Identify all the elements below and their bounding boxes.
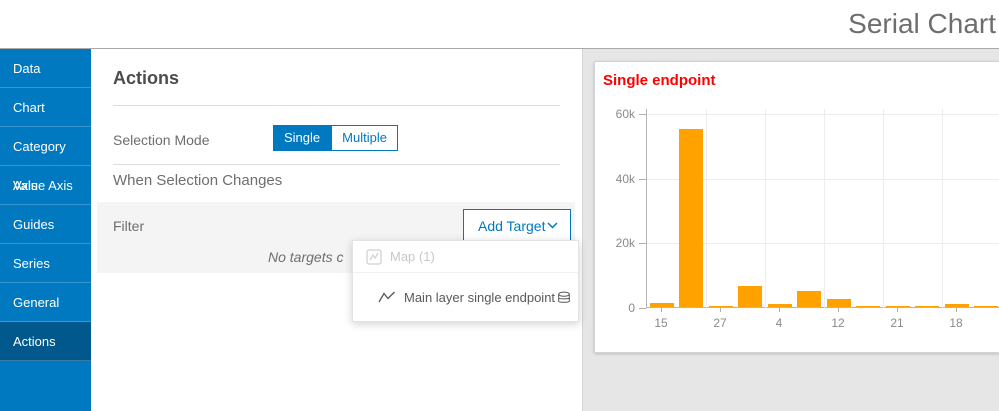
bar[interactable]: [827, 298, 851, 307]
gridline: [706, 109, 707, 308]
panel-title: Actions: [113, 68, 180, 88]
selection-mode-label: Selection Mode: [113, 132, 210, 148]
sidebar-item-value-axis[interactable]: Value Axis: [0, 166, 91, 205]
page-title: Serial Chart: [848, 8, 996, 39]
dropdown-item-label: Main layer single endpoint: [404, 290, 556, 305]
x-axis-label: 15: [654, 316, 668, 330]
add-target-dropdown-menu: Map (1) Main layer single endpoint: [352, 240, 579, 322]
layer-source-icon: [557, 291, 571, 305]
x-axis-tick: [897, 308, 898, 312]
gridline: [765, 109, 766, 308]
bar[interactable]: [679, 129, 703, 307]
gridline: [883, 109, 884, 308]
chart-title: Single endpoint: [603, 72, 716, 89]
y-axis-tick: [639, 179, 646, 180]
chevron-down-icon: [547, 222, 558, 229]
sidebar: Data Chart Category Axis Value Axis Guid…: [0, 49, 91, 411]
sidebar-item-category-axis[interactable]: Category Axis: [0, 127, 91, 193]
divider: [113, 164, 560, 165]
gridline: [647, 179, 999, 180]
y-axis-tick: [639, 308, 646, 309]
x-axis-tick: [779, 308, 780, 312]
bar[interactable]: [797, 290, 821, 307]
line-chart-icon: [378, 291, 396, 304]
bar[interactable]: [974, 305, 998, 307]
x-axis-tick: [956, 308, 957, 312]
no-targets-text: No targets c: [268, 249, 344, 265]
bar[interactable]: [738, 285, 762, 307]
add-target-label: Add Target: [478, 217, 546, 234]
divider: [113, 105, 560, 106]
sidebar-item-actions[interactable]: Actions: [0, 322, 91, 361]
when-selection-changes-title: When Selection Changes: [113, 172, 283, 189]
dropdown-item-label: Map (1): [390, 249, 435, 264]
sidebar-item-series[interactable]: Series: [0, 244, 91, 283]
y-axis-tick: [639, 114, 646, 115]
bar[interactable]: [768, 304, 792, 307]
gridline: [824, 109, 825, 308]
chart-plot: [646, 109, 999, 308]
gridline: [942, 109, 943, 308]
x-axis-label: 4: [775, 316, 783, 330]
gridline: [647, 114, 999, 115]
x-axis-label: 21: [890, 316, 904, 330]
sidebar-item-guides[interactable]: Guides: [0, 205, 91, 244]
map-icon: [366, 248, 382, 265]
dropdown-item-main-layer[interactable]: Main layer single endpoint: [353, 273, 578, 322]
selection-mode-toggle: Single Multiple: [273, 125, 398, 151]
y-axis-label: 0: [628, 301, 635, 315]
dropdown-item-map[interactable]: Map (1): [353, 241, 578, 273]
actions-panel: Actions Selection Mode Single Multiple W…: [91, 49, 583, 411]
bar[interactable]: [915, 305, 939, 307]
bar[interactable]: [709, 305, 733, 307]
chart-card: Single endpoint 60k 40k 20k 0 15 27 4 12 21 18: [594, 61, 999, 353]
x-axis-tick: [661, 308, 662, 312]
x-axis-label: 12: [831, 316, 845, 330]
x-axis-label: 27: [713, 316, 727, 330]
x-axis-label: 18: [949, 316, 963, 330]
bar[interactable]: [886, 305, 910, 307]
sidebar-item-data[interactable]: Data: [0, 49, 91, 88]
filter-label: Filter: [113, 218, 145, 234]
y-axis-tick: [639, 243, 646, 244]
y-axis-label: 60k: [615, 107, 635, 121]
add-target-button[interactable]: Add Target: [463, 209, 571, 242]
x-axis-tick: [838, 308, 839, 312]
sidebar-item-general[interactable]: General: [0, 283, 91, 322]
bar[interactable]: [650, 303, 674, 307]
x-axis-tick: [720, 308, 721, 312]
filter-section: Filter Add Target: [97, 202, 575, 273]
header: Serial Chart: [0, 0, 999, 49]
gridline: [647, 243, 999, 244]
sidebar-item-chart[interactable]: Chart: [0, 88, 91, 127]
y-axis-label: 20k: [615, 236, 635, 250]
single-mode-button[interactable]: Single: [273, 125, 332, 151]
multiple-mode-button[interactable]: Multiple: [331, 125, 398, 151]
bar[interactable]: [856, 305, 880, 307]
bar[interactable]: [945, 303, 969, 307]
y-axis-label: 40k: [615, 172, 635, 186]
